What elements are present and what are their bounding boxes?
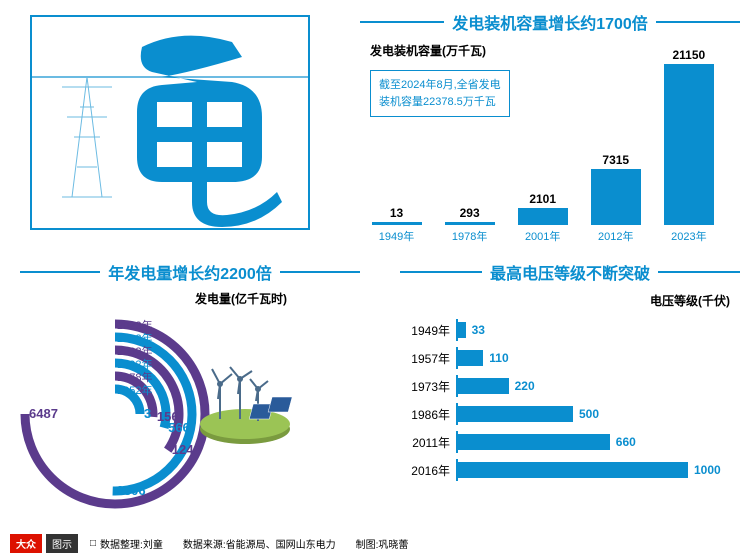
footer-logo1: 大众 [10, 534, 42, 553]
voltage-row: 1986年 500 [400, 403, 740, 425]
credit1-label: 数据整理: [100, 536, 143, 551]
capacity-bar: 293 1978年 [445, 206, 495, 244]
bar-category: 2023年 [664, 224, 714, 244]
bar-value: 13 [372, 206, 422, 220]
arc-value: 6487 [29, 406, 58, 421]
bar-value: 21150 [664, 48, 714, 62]
voltage-axis-label: 电压等级(千伏) [400, 292, 730, 309]
hbar-category: 1957年 [400, 350, 450, 367]
bar-category: 1978年 [445, 224, 495, 244]
voltage-row: 1957年 110 [400, 347, 740, 369]
renewable-icon [190, 349, 300, 449]
hbar-value: 110 [489, 351, 508, 365]
hbar-rect [458, 322, 466, 338]
bar-rect [591, 169, 641, 224]
voltage-row: 1973年 220 [400, 375, 740, 397]
hbar-category: 1973年 [400, 378, 450, 395]
capacity-chart: 发电装机容量增长约1700倍 发电装机容量(万千瓦) 截至2024年8月,全省发… [360, 10, 740, 264]
voltage-row: 1949年 33 [400, 319, 740, 341]
bar-category: 2001年 [518, 224, 568, 244]
hbar-rect [458, 378, 509, 394]
footer-logo2: 图示 [46, 534, 78, 553]
arc-value: 156 [157, 409, 179, 424]
hbar-rect [458, 406, 573, 422]
arc-value: 3 [144, 406, 151, 421]
footer-sq: □ [90, 538, 96, 549]
voltage-row: 2016年 1000 [400, 459, 740, 481]
hbar-category: 2016年 [400, 462, 450, 479]
hbar-value: 660 [616, 435, 636, 449]
bar-value: 7315 [591, 153, 641, 167]
bar-category: 1949年 [372, 224, 422, 244]
voltage-title: 最高电压等级不断突破 [400, 260, 740, 284]
hbar-category: 1949年 [400, 322, 450, 339]
capacity-bar: 13 1949年 [372, 206, 422, 244]
credit3-label: 制图: [356, 536, 379, 551]
arc-value: 1242 [172, 442, 201, 457]
bar-category: 2012年 [591, 224, 641, 244]
hbar-value: 220 [515, 379, 535, 393]
hbar-value: 500 [579, 407, 599, 421]
hbar-rect [458, 462, 688, 478]
credit2-val: 省能源局、国网山东电力 [226, 536, 336, 551]
credit2-label: 数据来源: [183, 536, 226, 551]
credit1-val: 刘童 [143, 536, 163, 551]
generation-title: 年发电量增长约2200倍 [20, 260, 360, 284]
hbar-rect [458, 434, 610, 450]
bar-value: 293 [445, 206, 495, 220]
title-text: 发电装机容量增长约1700倍 [452, 10, 648, 34]
electricity-logo [30, 15, 310, 230]
voltage-chart: 最高电压等级不断突破 电压等级(千伏) 1949年 33 1957年 110 1973年… [400, 260, 740, 487]
hbar-value: 33 [472, 323, 485, 337]
bar-rect [518, 208, 568, 224]
hbar-value: 1000 [694, 463, 721, 477]
capacity-bar: 21150 2023年 [664, 48, 714, 244]
footer: 大众 图示 □ 数据整理: 刘童 数据来源: 省能源局、国网山东电力 制图: 巩… [0, 534, 750, 553]
arc-value: 3306 [117, 483, 146, 498]
hbar-category: 2011年 [400, 434, 450, 451]
generation-chart: 年发电量增长约2200倍 发电量(亿千瓦时) 2023年64872012年330… [20, 260, 360, 524]
credit3-val: 巩晓蕾 [378, 536, 408, 551]
hbar-rect [458, 350, 483, 366]
bar-value: 2101 [518, 192, 568, 206]
hbar-category: 1986年 [400, 406, 450, 423]
title-text: 最高电压等级不断突破 [490, 260, 650, 284]
bar-rect [664, 64, 714, 224]
title-text: 年发电量增长约2200倍 [108, 260, 272, 284]
capacity-title: 发电装机容量增长约1700倍 [360, 10, 740, 34]
voltage-row: 2011年 660 [400, 431, 740, 453]
capacity-bar: 2101 2001年 [518, 192, 568, 244]
capacity-bar: 7315 2012年 [591, 153, 641, 244]
arc-year: 1952年 [117, 382, 152, 398]
